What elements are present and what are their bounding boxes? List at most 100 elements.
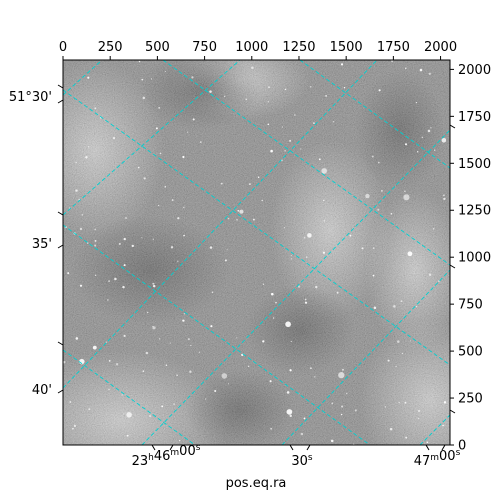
star xyxy=(289,414,292,418)
star xyxy=(298,285,301,288)
star xyxy=(428,72,431,75)
dec-tick xyxy=(57,99,64,104)
star xyxy=(270,427,272,430)
star xyxy=(190,345,192,347)
star xyxy=(81,214,84,216)
right-tick-label: 1750 xyxy=(458,110,491,125)
star xyxy=(108,359,111,362)
star xyxy=(340,63,344,66)
star xyxy=(75,161,77,164)
star xyxy=(251,66,254,69)
grid-line xyxy=(419,414,450,445)
ra-tick-label: 30s xyxy=(291,453,313,469)
star xyxy=(165,364,168,366)
star xyxy=(245,98,248,101)
right-tick-label: 1250 xyxy=(458,204,491,219)
star xyxy=(415,101,418,104)
star xyxy=(393,305,396,308)
star xyxy=(73,424,77,428)
star xyxy=(432,228,435,230)
star xyxy=(377,161,380,164)
star xyxy=(69,207,71,209)
ra-tick-label: 23h46m00s xyxy=(132,443,201,469)
star xyxy=(283,227,286,229)
plot-frame xyxy=(62,59,451,446)
star xyxy=(442,194,445,197)
star xyxy=(341,405,344,408)
star xyxy=(108,388,110,391)
grid-line xyxy=(63,89,450,366)
star xyxy=(183,313,186,315)
star xyxy=(372,274,375,277)
star xyxy=(114,277,117,281)
star xyxy=(126,412,132,418)
star xyxy=(105,341,108,343)
star xyxy=(390,212,393,215)
star xyxy=(361,247,364,250)
star xyxy=(404,143,408,146)
star xyxy=(286,409,293,415)
star xyxy=(122,285,125,289)
star xyxy=(262,340,265,343)
star xyxy=(407,251,413,257)
top-tick-label: 1500 xyxy=(330,40,363,55)
grid-line xyxy=(63,60,378,389)
grid-line xyxy=(63,349,196,445)
star xyxy=(159,152,162,155)
star xyxy=(63,361,66,364)
top-tick-label: 2000 xyxy=(424,40,457,55)
star-field xyxy=(63,60,447,445)
star xyxy=(108,280,111,283)
star xyxy=(152,326,156,330)
grid-line xyxy=(162,60,450,266)
star xyxy=(373,306,377,310)
star xyxy=(404,401,407,404)
dec-tick-label: 40' xyxy=(32,383,52,398)
star xyxy=(226,249,228,251)
star xyxy=(290,255,292,257)
dec-tick xyxy=(57,389,64,394)
star xyxy=(300,432,304,436)
star xyxy=(118,242,121,245)
star xyxy=(205,398,207,400)
grid-line xyxy=(63,60,103,96)
ra-tick xyxy=(449,409,456,414)
star xyxy=(224,259,227,262)
star xyxy=(123,413,125,415)
star xyxy=(236,337,238,339)
star xyxy=(183,206,185,209)
top-tick-label: 0 xyxy=(59,40,67,55)
ra-tick xyxy=(289,444,294,451)
star xyxy=(284,88,287,91)
top-tick-label: 1000 xyxy=(235,40,268,55)
star xyxy=(176,374,178,377)
star xyxy=(192,118,195,121)
star xyxy=(173,403,175,405)
right-tick-label: 2000 xyxy=(458,63,491,78)
star xyxy=(171,199,174,202)
star xyxy=(271,292,274,296)
star xyxy=(281,126,283,128)
star xyxy=(332,120,335,123)
star xyxy=(126,434,129,437)
star xyxy=(209,90,212,93)
star xyxy=(300,148,302,150)
star xyxy=(405,67,407,69)
star xyxy=(145,351,149,355)
star xyxy=(343,86,346,89)
star xyxy=(426,441,429,444)
ra-tick xyxy=(441,444,446,451)
star xyxy=(187,131,189,133)
star xyxy=(371,155,374,158)
star xyxy=(430,127,432,129)
dec-tick xyxy=(57,341,64,346)
star xyxy=(309,85,312,88)
star xyxy=(94,244,97,247)
star xyxy=(182,155,185,159)
top-tick-label: 1250 xyxy=(282,40,315,55)
star xyxy=(189,370,192,373)
star xyxy=(169,342,171,344)
star xyxy=(161,405,164,408)
coordinate-grid xyxy=(63,60,450,445)
star xyxy=(75,337,79,340)
